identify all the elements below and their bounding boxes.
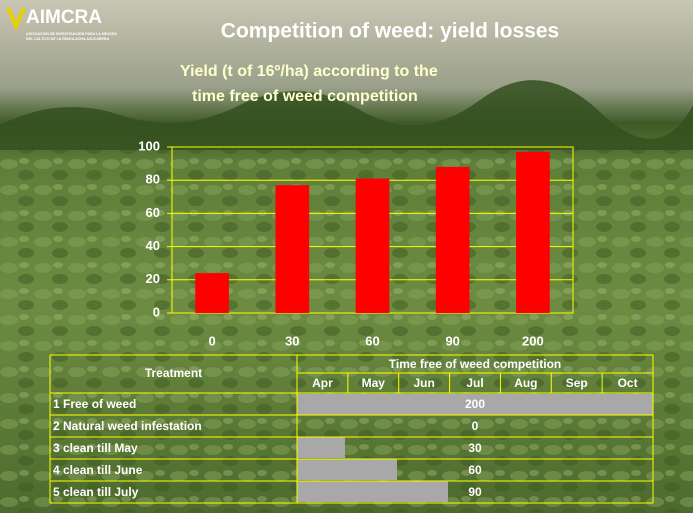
- bar: [435, 166, 470, 313]
- table-text: 5 clean till July: [53, 485, 139, 499]
- period-bar: [297, 437, 345, 458]
- table-text: Aug: [514, 376, 537, 390]
- table-text: May: [362, 376, 386, 390]
- table-text: 4 clean till June: [53, 463, 143, 477]
- table-text: 0: [472, 419, 479, 433]
- y-tick-label: 100: [138, 138, 160, 153]
- y-tick-label: 0: [153, 304, 160, 319]
- chart-subtitle: time free of weed competition: [192, 88, 418, 105]
- y-tick-label: 60: [146, 205, 160, 220]
- chart-subtitle: Yield (t of 16º/ha) according to the: [180, 63, 438, 80]
- table-text: 60: [468, 463, 482, 477]
- table-text: Sep: [566, 376, 588, 390]
- table-text: 2 Natural weed infestation: [53, 419, 202, 433]
- logo-mark: [6, 7, 26, 31]
- x-tick-label: 30: [285, 333, 299, 348]
- table-text: Time free of weed competition: [389, 357, 561, 371]
- period-bar: [297, 481, 448, 502]
- x-tick-label: 60: [365, 333, 379, 348]
- logo-tagline: DEL CULTIVO DE LA REMOLACHA AZUCARERA: [26, 37, 110, 41]
- x-tick-label: 90: [445, 333, 459, 348]
- tree-line: [0, 80, 693, 150]
- table-text: Jul: [466, 376, 483, 390]
- bar: [516, 151, 550, 313]
- y-tick-label: 80: [146, 172, 160, 187]
- y-tick-label: 40: [146, 238, 160, 253]
- field-texture: [0, 150, 693, 513]
- table-text: 90: [468, 485, 482, 499]
- x-tick-label: 200: [522, 333, 544, 348]
- bar: [275, 185, 310, 313]
- chart-title: Competition of weed: yield losses: [221, 20, 559, 43]
- bar: [195, 273, 229, 313]
- table-text: 1 Free of weed: [53, 397, 136, 411]
- bar: [355, 178, 390, 313]
- period-bar: [297, 459, 397, 480]
- logo-tagline: ASOCIACIÓN DE INVESTIGACIÓN PARA LA MEJO…: [26, 31, 118, 36]
- table-text: Treatment: [145, 366, 202, 380]
- y-tick-label: 20: [146, 271, 160, 286]
- period-bar: [297, 394, 653, 415]
- table-text: Jun: [413, 376, 434, 390]
- x-tick-label: 0: [208, 333, 215, 348]
- table-text: 3 clean till May: [53, 441, 138, 455]
- logo-name: AIMCRA: [26, 7, 102, 28]
- table-text: 200: [465, 397, 485, 411]
- table-text: 30: [468, 441, 482, 455]
- table-text: Oct: [618, 376, 638, 390]
- table-text: Apr: [312, 376, 333, 390]
